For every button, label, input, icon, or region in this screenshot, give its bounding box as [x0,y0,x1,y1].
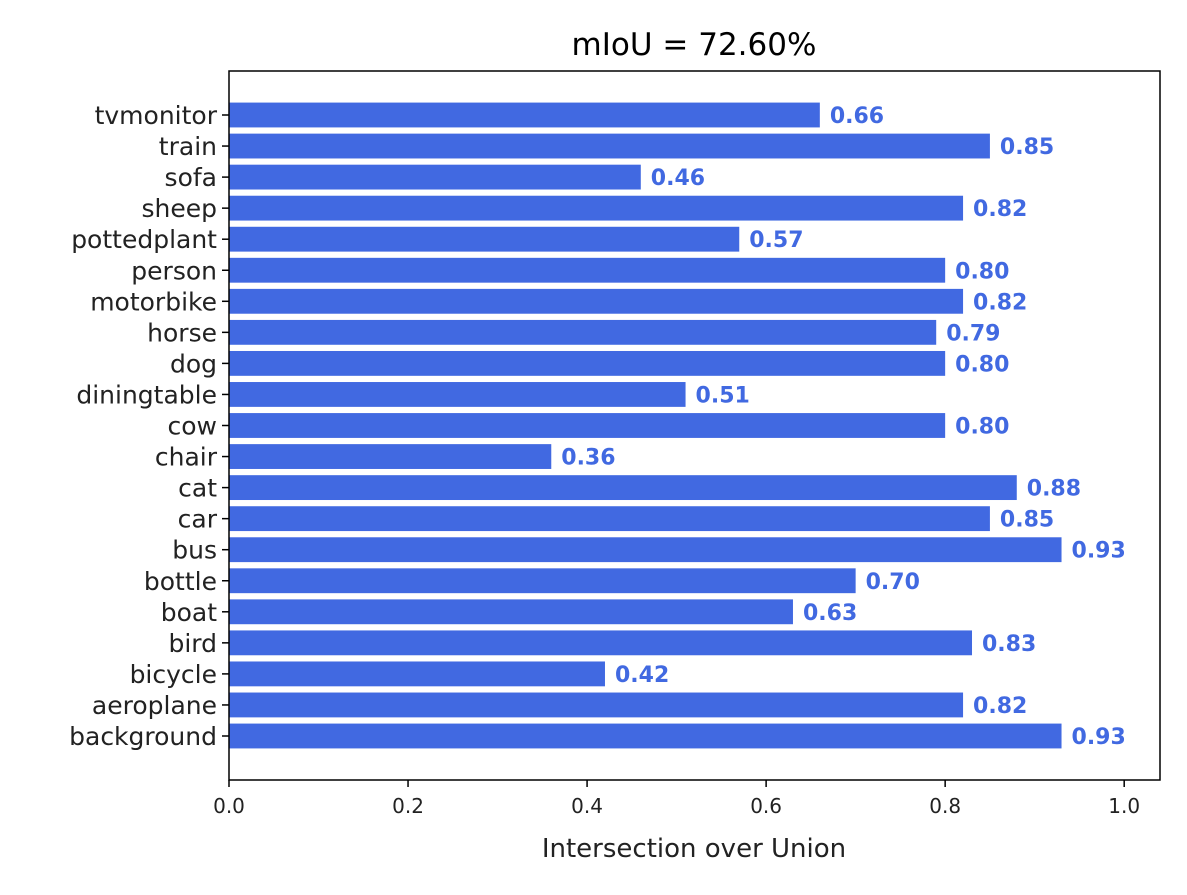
y-tick-label-tvmonitor: tvmonitor [95,101,218,130]
bar-tvmonitor [229,102,820,128]
data-label-chair: 0.36 [561,446,615,471]
y-tick-label-train: train [159,132,217,161]
data-label-sofa: 0.46 [651,166,705,191]
bar-bicycle [229,661,605,687]
y-tick-label-bottle: bottle [144,567,217,596]
y-tick-label-aeroplane: aeroplane [92,691,217,720]
y-tick-label-cow: cow [168,412,218,441]
bar-pottedplant [229,226,740,252]
x-tick-label: 0.2 [392,794,424,818]
data-label-boat: 0.63 [803,601,857,626]
bar-cow [229,413,946,438]
y-tick-label-boat: boat [161,598,217,627]
x-tick-label: 0.0 [213,794,245,818]
y-tick-label-car: car [178,505,218,534]
y-tick-label-motorbike: motorbike [90,287,217,316]
data-label-bicycle: 0.42 [615,663,669,688]
chart-title: mIoU = 72.60% [572,27,817,63]
bar-bird [229,630,973,656]
x-axis-ticks: 0.0 0.2 0.4 0.6 0.8 1.0 [213,780,1140,818]
y-tick-label-pottedplant: pottedplant [71,225,217,254]
plot-frame [228,70,1161,781]
x-tick-label: 1.0 [1108,794,1140,818]
bar-sofa [229,164,641,190]
data-label-motorbike: 0.82 [973,290,1027,315]
data-labels-group: 0.93 0.82 0.42 0.83 0.63 0.70 0.93 0.85 0.88 0.36… [561,104,1126,750]
y-tick-label-horse: horse [147,318,217,347]
bar-cat [229,475,1017,501]
bar-car [229,506,990,532]
bar-diningtable [229,382,686,407]
y-axis-ticks: backgroundaeroplanebicyclebirdboatbottle… [69,101,229,751]
y-tick-label-bicycle: bicycle [130,660,217,689]
bar-horse [229,319,937,345]
bar-motorbike [229,288,964,314]
bar-bottle [229,568,856,594]
bar-train [229,133,990,159]
y-tick-label-person: person [131,256,217,285]
data-label-dog: 0.80 [955,352,1009,377]
y-tick-label-sofa: sofa [165,163,217,192]
bar-aeroplane [229,692,964,718]
y-tick-label-bird: bird [168,629,217,658]
bar-dog [229,350,946,376]
y-tick-label-dog: dog [170,349,217,378]
data-label-sheep: 0.82 [973,197,1027,222]
data-label-background: 0.93 [1072,725,1126,750]
y-tick-label-bus: bus [172,536,217,565]
bar-boat [229,599,793,625]
bar-chair [229,444,552,469]
data-label-cat: 0.88 [1027,477,1081,502]
bar-person [229,257,946,283]
x-tick-label: 0.6 [750,794,782,818]
y-tick-label-cat: cat [178,474,217,503]
data-label-car: 0.85 [1000,508,1054,533]
bars-group [229,102,1062,749]
y-tick-label-diningtable: diningtable [76,380,217,409]
data-label-train: 0.85 [1000,135,1054,160]
data-label-horse: 0.79 [946,321,1000,346]
data-label-diningtable: 0.51 [696,383,750,408]
y-tick-label-sheep: sheep [141,194,217,223]
data-label-bottle: 0.70 [866,570,920,595]
bar-background [229,723,1062,749]
data-label-bus: 0.93 [1072,539,1126,564]
data-label-bird: 0.83 [982,632,1036,657]
bar-bus [229,537,1062,563]
data-label-cow: 0.80 [955,415,1009,440]
data-label-pottedplant: 0.57 [749,228,803,253]
y-tick-label-background: background [69,722,217,751]
data-label-person: 0.80 [955,259,1009,284]
x-tick-label: 0.4 [571,794,603,818]
x-axis-label: Intersection over Union [542,834,846,864]
data-label-tvmonitor: 0.66 [830,104,884,129]
x-tick-label: 0.8 [929,794,961,818]
bar-sheep [229,195,964,221]
data-label-aeroplane: 0.82 [973,694,1027,719]
y-tick-label-chair: chair [155,443,218,472]
